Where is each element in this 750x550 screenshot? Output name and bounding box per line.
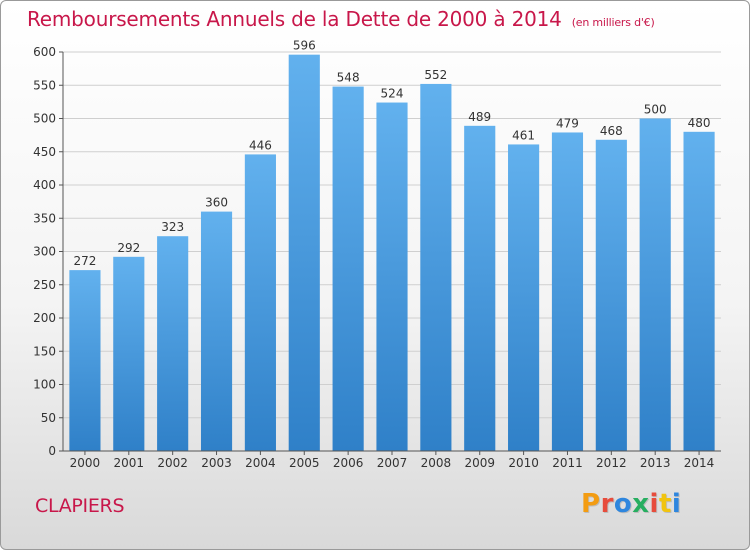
logo-letter: r [600,489,614,519]
data-label-2003: 360 [205,196,228,210]
bar-2012 [595,139,627,451]
logo-letter: i [671,489,682,519]
x-tick-label-2008: 2008 [421,456,452,470]
x-tick-label-2010: 2010 [508,456,539,470]
bar-2000 [69,270,101,451]
logo-letter: t [658,489,672,519]
x-tick-label-2003: 2003 [201,456,232,470]
x-tick-label-2004: 2004 [245,456,276,470]
y-tick-label: 250 [33,278,56,292]
data-label-2000: 272 [73,254,96,268]
logo-letter: x [632,489,650,519]
data-label-2013: 500 [644,103,667,117]
x-tick-label-2001: 2001 [114,456,145,470]
proxiti-logo: Proxiti [581,489,681,519]
data-label-2006: 548 [337,71,360,85]
x-tick-label-2000: 2000 [70,456,101,470]
x-tick-label-2011: 2011 [552,456,583,470]
x-tick-label-2002: 2002 [157,456,188,470]
data-label-2012: 468 [600,124,623,138]
x-tick-label-2012: 2012 [596,456,627,470]
logo-letter: o [613,489,633,519]
data-label-2007: 524 [381,87,404,101]
y-tick-label: 150 [33,344,56,358]
y-tick-label: 50 [41,411,56,425]
bar-2007 [376,102,408,451]
bar-2003 [200,211,233,451]
y-tick-label: 0 [48,444,56,458]
y-tick-label: 600 [33,45,56,59]
bar-2001 [113,256,145,451]
bar-2002 [157,236,189,451]
y-tick-label: 200 [33,311,56,325]
x-tick-label-2006: 2006 [333,456,364,470]
y-tick-label: 350 [33,211,56,225]
bar-2011 [551,132,584,451]
data-label-2002: 323 [161,220,184,234]
y-tick-label: 400 [33,178,56,192]
data-label-2004: 446 [249,138,272,152]
logo-letter: P [581,489,601,519]
chart-title-text: Remboursements Annuels de la Dette de 20… [27,7,562,31]
x-tick-label-2013: 2013 [640,456,671,470]
bar-2009 [464,125,496,451]
y-tick-label: 300 [33,245,56,259]
x-tick-label-2009: 2009 [464,456,495,470]
data-label-2005: 596 [293,39,316,53]
bar-2013 [639,118,671,451]
data-label-2008: 552 [424,68,447,82]
data-label-2014: 480 [688,116,711,130]
y-tick-label: 100 [33,378,56,392]
bars: 272 292 323 360 446 596 548 524 552 489 461 479 468 5… [69,39,715,452]
bar-2010 [508,144,540,451]
axes: 0 50 100 150 200 250 300 350 400 450 500 550 600 2000… [33,45,721,470]
bar-2006 [332,86,364,451]
data-label-2010: 461 [512,128,535,142]
x-tick-label-2007: 2007 [377,456,408,470]
y-tick-label: 500 [33,112,56,126]
data-label-2011: 479 [556,116,579,130]
bar-2005 [288,54,320,451]
bar-2014 [683,131,715,452]
y-tick-label: 550 [33,78,56,92]
chart-title: Remboursements Annuels de la Dette de 20… [27,7,655,31]
bar-2008 [420,83,452,452]
data-label-2009: 489 [468,110,491,124]
logo-letter: i [649,489,659,519]
city-label: CLAPIERS [35,495,125,517]
data-label-2001: 292 [117,241,140,255]
x-tick-label-2014: 2014 [684,456,715,470]
chart-subtitle: (en milliers d'€) [571,16,655,29]
y-tick-label: 450 [33,145,56,159]
x-tick-label-2005: 2005 [289,456,320,470]
bar-2004 [244,154,276,451]
